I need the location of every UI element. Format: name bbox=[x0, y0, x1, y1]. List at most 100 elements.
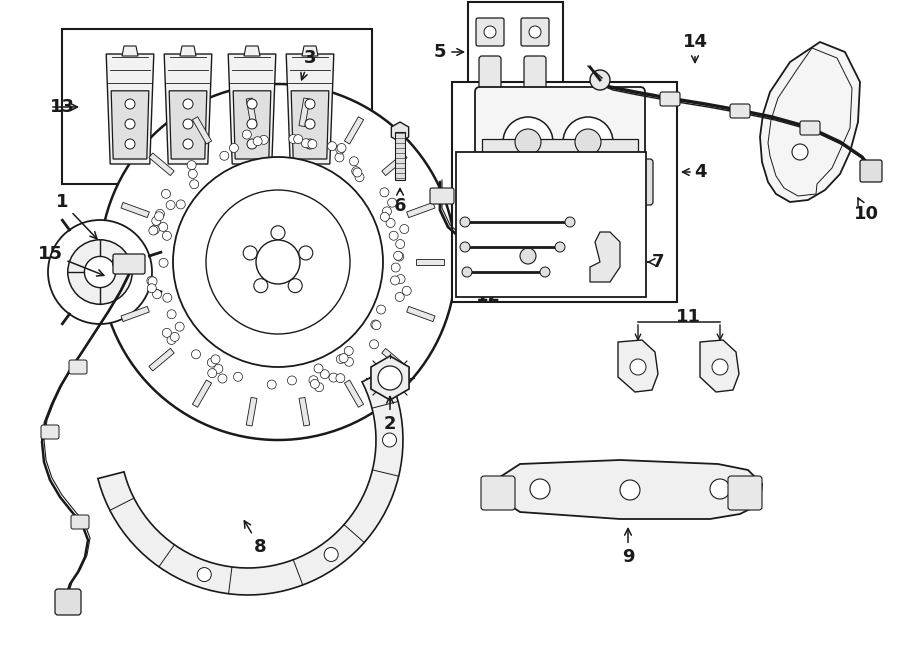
Polygon shape bbox=[247, 397, 257, 426]
Circle shape bbox=[391, 276, 400, 285]
Circle shape bbox=[352, 167, 361, 175]
Circle shape bbox=[712, 359, 728, 375]
Circle shape bbox=[309, 376, 318, 385]
Text: 1: 1 bbox=[56, 193, 97, 239]
Polygon shape bbox=[299, 397, 310, 426]
Circle shape bbox=[162, 328, 171, 338]
Circle shape bbox=[381, 213, 390, 221]
Circle shape bbox=[460, 217, 470, 227]
Circle shape bbox=[336, 373, 345, 383]
Polygon shape bbox=[590, 232, 620, 282]
Polygon shape bbox=[148, 348, 175, 371]
FancyBboxPatch shape bbox=[730, 104, 750, 118]
Circle shape bbox=[173, 157, 383, 367]
Text: 3: 3 bbox=[301, 49, 316, 80]
Circle shape bbox=[305, 99, 315, 109]
Circle shape bbox=[308, 140, 317, 148]
Text: 13: 13 bbox=[50, 98, 75, 116]
Circle shape bbox=[620, 480, 640, 500]
Circle shape bbox=[353, 168, 362, 177]
Circle shape bbox=[372, 320, 381, 330]
Bar bbox=[62, 29, 372, 184]
Circle shape bbox=[563, 117, 613, 167]
Circle shape bbox=[710, 479, 730, 499]
Circle shape bbox=[159, 258, 168, 267]
FancyBboxPatch shape bbox=[728, 476, 762, 510]
FancyBboxPatch shape bbox=[660, 92, 680, 106]
FancyBboxPatch shape bbox=[521, 18, 549, 46]
Text: 2: 2 bbox=[383, 397, 396, 433]
Circle shape bbox=[183, 139, 193, 149]
Circle shape bbox=[267, 380, 276, 389]
FancyBboxPatch shape bbox=[472, 159, 500, 205]
Circle shape bbox=[565, 217, 575, 227]
Circle shape bbox=[310, 379, 320, 389]
Circle shape bbox=[170, 332, 179, 342]
Circle shape bbox=[540, 267, 550, 277]
Circle shape bbox=[247, 139, 257, 149]
Polygon shape bbox=[760, 42, 860, 202]
Circle shape bbox=[315, 383, 324, 392]
Circle shape bbox=[400, 224, 409, 234]
Circle shape bbox=[176, 322, 184, 331]
Circle shape bbox=[253, 136, 262, 146]
Polygon shape bbox=[121, 203, 149, 218]
Circle shape bbox=[382, 207, 392, 216]
Circle shape bbox=[392, 263, 400, 272]
Circle shape bbox=[503, 117, 553, 167]
Polygon shape bbox=[169, 91, 207, 159]
Circle shape bbox=[305, 139, 315, 149]
Circle shape bbox=[148, 284, 157, 293]
Bar bbox=[395, 132, 405, 180]
FancyBboxPatch shape bbox=[71, 515, 89, 529]
Polygon shape bbox=[500, 460, 762, 519]
Circle shape bbox=[230, 144, 238, 152]
FancyBboxPatch shape bbox=[800, 121, 820, 135]
FancyBboxPatch shape bbox=[479, 56, 501, 90]
Circle shape bbox=[529, 26, 541, 38]
Circle shape bbox=[148, 277, 157, 286]
Circle shape bbox=[220, 152, 229, 160]
FancyBboxPatch shape bbox=[625, 159, 653, 205]
Text: 15: 15 bbox=[38, 245, 104, 276]
Circle shape bbox=[259, 135, 268, 144]
Circle shape bbox=[484, 26, 496, 38]
Circle shape bbox=[150, 225, 159, 234]
Circle shape bbox=[197, 567, 211, 582]
Bar bbox=[456, 152, 646, 297]
Circle shape bbox=[402, 286, 411, 295]
Circle shape bbox=[147, 276, 156, 285]
Text: 9: 9 bbox=[622, 528, 634, 566]
Circle shape bbox=[520, 248, 536, 264]
Polygon shape bbox=[148, 153, 175, 175]
FancyBboxPatch shape bbox=[69, 360, 87, 374]
Circle shape bbox=[247, 119, 257, 129]
Circle shape bbox=[371, 320, 380, 329]
Circle shape bbox=[289, 134, 298, 144]
FancyBboxPatch shape bbox=[430, 188, 454, 204]
Circle shape bbox=[100, 84, 456, 440]
Polygon shape bbox=[112, 91, 148, 159]
Circle shape bbox=[630, 359, 646, 375]
Circle shape bbox=[234, 372, 243, 381]
Polygon shape bbox=[98, 369, 403, 595]
Circle shape bbox=[396, 275, 405, 283]
Circle shape bbox=[320, 369, 329, 379]
Polygon shape bbox=[382, 153, 407, 175]
FancyBboxPatch shape bbox=[476, 18, 504, 46]
Circle shape bbox=[183, 119, 193, 129]
Polygon shape bbox=[193, 117, 212, 144]
Polygon shape bbox=[345, 117, 364, 144]
Circle shape bbox=[287, 376, 296, 385]
Circle shape bbox=[393, 252, 402, 260]
Circle shape bbox=[515, 194, 541, 220]
Polygon shape bbox=[302, 46, 318, 56]
Circle shape bbox=[328, 142, 337, 151]
FancyBboxPatch shape bbox=[113, 254, 145, 274]
Circle shape bbox=[161, 189, 170, 199]
Circle shape bbox=[218, 374, 227, 383]
Polygon shape bbox=[247, 98, 257, 126]
Polygon shape bbox=[121, 307, 149, 322]
Circle shape bbox=[176, 200, 185, 209]
Circle shape bbox=[247, 99, 257, 109]
